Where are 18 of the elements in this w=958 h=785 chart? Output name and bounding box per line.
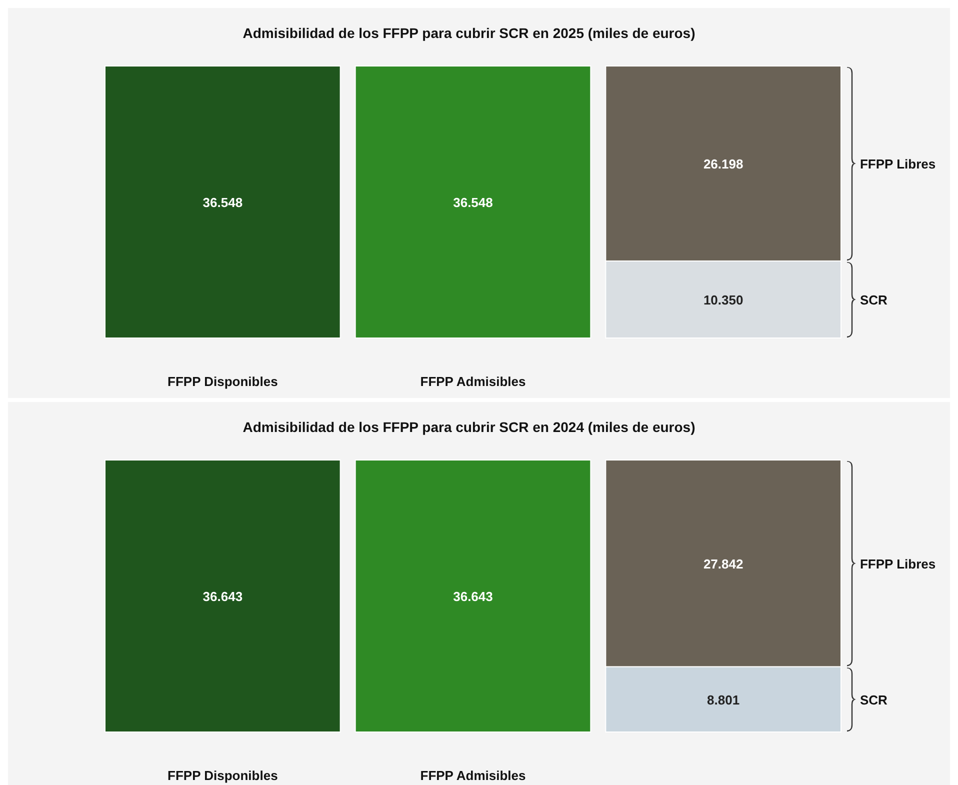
x-tick-label: FFPP Disponibles bbox=[168, 374, 278, 389]
data-label: 10.350 bbox=[703, 292, 744, 308]
series-label: SCR bbox=[860, 692, 888, 708]
chart-title: Admisibilidad de los FFPP para cubrir SCR en 2025 (miles de euros) bbox=[242, 25, 696, 41]
data-label: 8.801 bbox=[707, 692, 740, 708]
data-label: 36.548 bbox=[202, 195, 243, 210]
series-label: FFPP Libres bbox=[860, 556, 936, 572]
x-tick-label: FFPP Admisibles bbox=[420, 374, 526, 389]
data-label: 36.643 bbox=[202, 589, 243, 604]
series-label: FFPP Libres bbox=[860, 156, 936, 172]
series-label: SCR bbox=[860, 292, 888, 308]
x-tick-label: FFPP Disponibles bbox=[168, 768, 278, 783]
data-label: 26.198 bbox=[703, 156, 744, 172]
x-tick-label: FFPP Admisibles bbox=[420, 768, 526, 783]
data-label: 27.842 bbox=[703, 556, 744, 572]
data-label: 36.548 bbox=[453, 195, 493, 210]
chart-title: Admisibilidad de los FFPP para cubrir SCR en 2024 (miles de euros) bbox=[242, 419, 696, 435]
data-label: 36.643 bbox=[453, 589, 493, 604]
